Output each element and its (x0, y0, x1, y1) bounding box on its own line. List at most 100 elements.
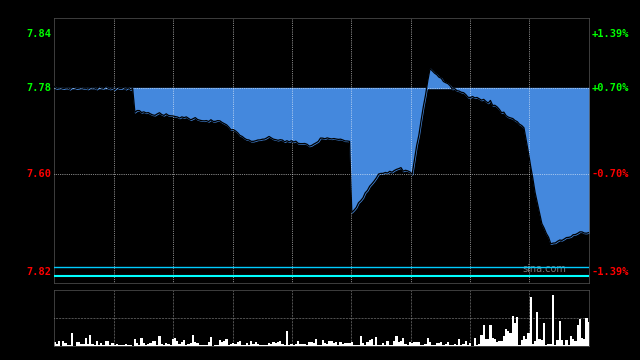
Bar (496, 342, 499, 346)
Bar (198, 345, 201, 346)
Bar (449, 345, 451, 346)
Bar (483, 325, 485, 346)
Bar (427, 338, 429, 346)
Text: 7.82: 7.82 (27, 267, 52, 277)
Bar (554, 345, 556, 346)
Bar (116, 344, 118, 346)
Bar (375, 337, 378, 346)
Bar (550, 344, 552, 346)
Bar (552, 295, 554, 346)
Bar (339, 342, 342, 346)
Bar (301, 344, 304, 346)
Bar (273, 342, 275, 346)
Bar (362, 343, 364, 346)
Bar (581, 338, 583, 346)
Bar (561, 340, 563, 346)
Bar (460, 345, 463, 346)
Bar (514, 323, 516, 346)
Bar (176, 341, 179, 346)
Bar (397, 342, 400, 346)
Bar (348, 343, 351, 346)
Bar (505, 329, 507, 346)
Bar (174, 338, 176, 346)
Bar (232, 343, 234, 346)
Bar (87, 344, 89, 346)
Bar (440, 342, 442, 346)
Bar (203, 345, 205, 346)
Bar (588, 322, 590, 346)
Bar (364, 345, 366, 346)
Bar (393, 341, 396, 346)
Bar (351, 342, 353, 346)
Bar (369, 341, 371, 346)
Bar (286, 330, 288, 346)
Bar (538, 339, 541, 346)
Bar (518, 345, 520, 346)
Bar (487, 339, 490, 346)
Bar (84, 338, 87, 346)
Bar (152, 341, 154, 346)
Bar (507, 331, 509, 346)
Bar (214, 345, 216, 346)
Bar (223, 341, 225, 346)
Text: 7.84: 7.84 (27, 28, 52, 39)
Bar (230, 344, 232, 346)
Bar (257, 345, 259, 346)
Bar (138, 345, 141, 346)
Bar (234, 343, 237, 346)
Bar (572, 339, 574, 346)
Bar (366, 342, 369, 346)
Bar (143, 343, 145, 346)
Bar (291, 344, 292, 346)
Bar (78, 342, 80, 346)
Bar (355, 345, 357, 346)
Bar (129, 345, 132, 346)
Bar (465, 341, 467, 346)
Bar (210, 337, 212, 346)
Bar (255, 342, 257, 346)
Bar (205, 345, 207, 346)
Bar (163, 345, 165, 346)
Bar (319, 345, 321, 346)
Bar (219, 340, 221, 346)
Bar (225, 339, 228, 346)
Bar (456, 345, 458, 346)
Bar (396, 336, 397, 346)
Bar (454, 344, 456, 346)
Bar (382, 343, 384, 346)
Bar (194, 342, 196, 346)
Bar (250, 341, 252, 346)
Bar (400, 341, 402, 346)
Bar (357, 345, 360, 346)
Bar (502, 336, 505, 346)
Bar (534, 341, 536, 346)
Bar (268, 343, 270, 346)
Bar (342, 344, 344, 346)
Bar (123, 345, 125, 346)
Bar (246, 343, 248, 346)
Bar (158, 336, 161, 346)
Bar (304, 345, 306, 346)
Bar (586, 318, 588, 346)
Bar (536, 311, 538, 346)
Bar (509, 333, 511, 346)
Bar (284, 345, 286, 346)
Text: sina.com: sina.com (522, 264, 566, 274)
Bar (481, 335, 483, 346)
Bar (266, 345, 268, 346)
Bar (180, 342, 183, 346)
Bar (371, 339, 373, 346)
Bar (83, 344, 84, 346)
Bar (62, 341, 65, 346)
Bar (136, 343, 138, 346)
Bar (494, 339, 496, 346)
Bar (156, 345, 158, 346)
Text: -1.39%: -1.39% (591, 267, 629, 277)
Bar (326, 343, 328, 346)
Bar (92, 343, 93, 346)
Bar (154, 341, 156, 346)
Text: +0.70%: +0.70% (591, 83, 629, 93)
Bar (161, 344, 163, 346)
Bar (545, 345, 547, 346)
Bar (418, 342, 420, 346)
